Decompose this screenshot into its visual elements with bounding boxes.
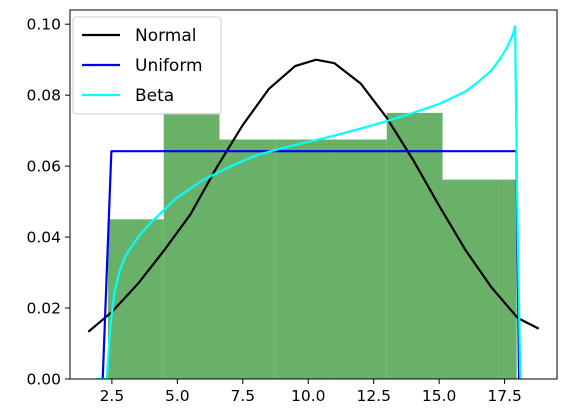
y-tick-label: 0.04: [26, 229, 61, 247]
x-tick-label: 7.5: [230, 387, 255, 405]
legend-label-beta: Beta: [135, 86, 174, 106]
y-tick-label: 0.02: [26, 300, 61, 318]
y-tick-label: 0.00: [26, 371, 61, 389]
x-tick-label: 5.0: [165, 387, 190, 405]
x-tick-label: 17.5: [487, 387, 522, 405]
y-tick-label: 0.10: [26, 16, 61, 34]
histogram-bar: [219, 139, 276, 379]
legend-label-uniform: Uniform: [135, 56, 203, 76]
histogram-bar: [163, 112, 220, 380]
x-tick-label: 15.0: [422, 387, 457, 405]
x-tick-label: 10.0: [291, 387, 326, 405]
y-axis: 0.00 0.02 0.04 0.06 0.08 0.10: [26, 16, 70, 389]
y-tick-label: 0.08: [26, 87, 61, 105]
histogram-bar: [498, 179, 517, 379]
histogram-bar: [275, 139, 332, 379]
x-tick-label: 2.5: [100, 387, 125, 405]
y-tick-label: 0.06: [26, 158, 61, 176]
x-tick-label: 12.5: [356, 387, 391, 405]
series-line-normal: [87, 58, 540, 333]
histogram-bar: [386, 112, 443, 380]
histogram-bar: [442, 179, 499, 379]
plot-area: [69, 9, 558, 380]
histogram-bar: [107, 219, 164, 379]
histogram-bar: [331, 139, 387, 379]
plot-frame: [69, 9, 558, 380]
x-axis: 2.5 5.0 7.5 10.0 12.5 15.0 17.5: [100, 379, 522, 405]
legend: Normal Uniform Beta: [72, 16, 222, 115]
legend-box: [72, 16, 222, 115]
legend-label-normal: Normal: [135, 26, 197, 46]
series-line-beta: [96, 25, 522, 379]
